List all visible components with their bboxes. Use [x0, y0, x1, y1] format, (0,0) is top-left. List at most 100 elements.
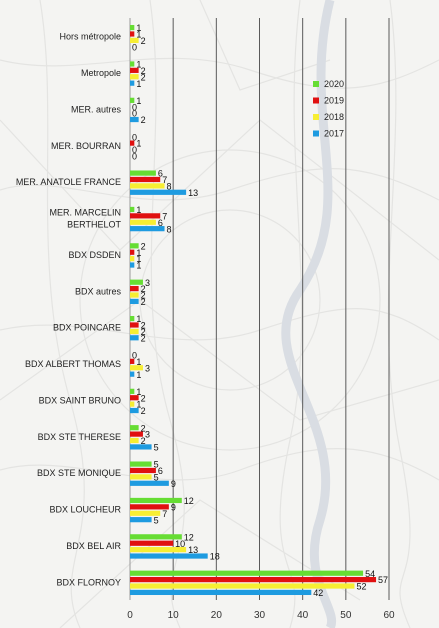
data-label-2018: 8 — [167, 181, 172, 191]
data-label-2019: 7 — [162, 211, 167, 221]
bar-2019 — [130, 67, 139, 73]
data-label-2018: 7 — [162, 509, 167, 519]
x-tick-label: 30 — [254, 610, 266, 621]
data-label-2018: 2 — [141, 36, 146, 46]
legend-swatch-2018 — [313, 114, 319, 120]
bar-2019 — [130, 504, 169, 510]
bar-2019 — [130, 176, 161, 183]
bar-2018 — [130, 292, 139, 298]
legend-swatch-2019 — [313, 97, 319, 104]
bar-2018 — [130, 328, 139, 334]
bar-2017 — [130, 335, 139, 341]
data-label-2019: 10 — [175, 539, 185, 549]
legend-label-2019: 2019 — [324, 96, 344, 106]
category-label: BDX FLORNOY — [56, 577, 121, 587]
bar-2017 — [130, 189, 187, 195]
data-label-2020: 1 — [136, 23, 141, 33]
data-label-2018: 1 — [136, 400, 141, 410]
data-label-2017: 1 — [136, 79, 141, 89]
data-label-2019: 1 — [136, 357, 141, 367]
data-label-2019: 2 — [141, 284, 146, 294]
data-label-2018: 2 — [141, 327, 146, 337]
category-label: MER. BOURRAN — [51, 141, 121, 151]
legend-swatch-2020 — [313, 81, 319, 87]
category-label: BERTHELOT — [67, 220, 121, 230]
data-label-2018: 0 — [132, 109, 137, 119]
bar-2018 — [130, 74, 139, 80]
bar-2018 — [130, 583, 355, 589]
data-label-2019: 6 — [158, 466, 163, 476]
bar-2018 — [130, 474, 152, 480]
category-label: Hors métropole — [59, 32, 121, 42]
bar-2019 — [130, 249, 135, 255]
bar-2019 — [130, 467, 156, 474]
x-tick-label: 50 — [340, 610, 352, 621]
bar-2020 — [130, 425, 139, 431]
x-tick-label: 40 — [297, 610, 309, 621]
data-label-2018: 52 — [356, 582, 366, 592]
data-label-2017: 1 — [136, 370, 141, 380]
data-label-2018: 2 — [141, 291, 146, 301]
bar-2017 — [130, 444, 152, 450]
bar-2017 — [130, 262, 135, 268]
x-tick-label: 60 — [383, 610, 395, 621]
data-label-2019: 1 — [136, 30, 141, 40]
data-label-2020: 6 — [158, 169, 163, 179]
data-label-2018: 6 — [158, 218, 163, 228]
data-label-2017: 9 — [171, 479, 176, 489]
bar-2020 — [130, 388, 135, 394]
bar-2018 — [130, 37, 139, 43]
bar-2018 — [130, 365, 143, 371]
bar-2017 — [130, 553, 208, 559]
bar-2018 — [130, 183, 165, 189]
category-label: MER. autres — [71, 104, 122, 114]
category-label: BDX ALBERT THOMAS — [25, 359, 121, 369]
category-label: MER. MARCELIN — [49, 208, 121, 218]
category-label: BDX BEL AIR — [66, 541, 121, 551]
data-label-2020: 1 — [136, 96, 141, 106]
data-label-2018: 0 — [132, 145, 137, 155]
data-label-2019: 7 — [162, 175, 167, 185]
bar-2020 — [130, 315, 135, 322]
data-label-2018: 13 — [188, 545, 198, 555]
data-label-2019: 2 — [141, 393, 146, 403]
data-label-2020: 1 — [136, 205, 141, 215]
data-label-2017: 2 — [141, 115, 146, 125]
bar-2020 — [130, 279, 143, 285]
category-label: BDX LOUCHEUR — [49, 505, 121, 515]
data-label-2018: 5 — [154, 472, 159, 482]
bar-2018 — [130, 256, 135, 262]
data-label-2018: 1 — [136, 254, 141, 264]
legend-label-2017: 2017 — [324, 129, 344, 139]
data-label-2020: 1 — [136, 60, 141, 70]
data-label-2017: 42 — [313, 588, 323, 598]
data-label-2020: 1 — [136, 314, 141, 324]
data-label-2020: 2 — [141, 423, 146, 433]
bar-2017 — [130, 407, 139, 414]
category-label: BDX autres — [75, 286, 122, 296]
bar-2020 — [130, 97, 135, 103]
category-label: BDX STE MONIQUE — [37, 468, 121, 478]
data-label-2020: 12 — [184, 496, 194, 506]
bar-2019 — [130, 577, 377, 583]
bar-2017 — [130, 116, 139, 123]
bar-2020 — [130, 24, 135, 31]
data-label-2017: 8 — [167, 224, 172, 234]
x-tick-label: 20 — [211, 610, 223, 621]
data-label-2020: 3 — [145, 278, 150, 288]
bar-2020 — [130, 206, 135, 213]
bar-2019 — [130, 213, 161, 219]
data-label-2020: 1 — [136, 387, 141, 397]
bar-2020 — [130, 170, 156, 176]
data-label-2019: 1 — [136, 139, 141, 149]
legend-label-2018: 2018 — [324, 112, 344, 122]
legend-swatch-2017 — [313, 130, 319, 137]
data-label-2020: 54 — [365, 569, 375, 579]
bar-2020 — [130, 497, 182, 504]
bar-2018 — [130, 547, 187, 553]
bar-2019 — [130, 140, 135, 146]
data-label-2019: 2 — [141, 66, 146, 76]
category-label: BDX STE THERESE — [38, 432, 121, 442]
